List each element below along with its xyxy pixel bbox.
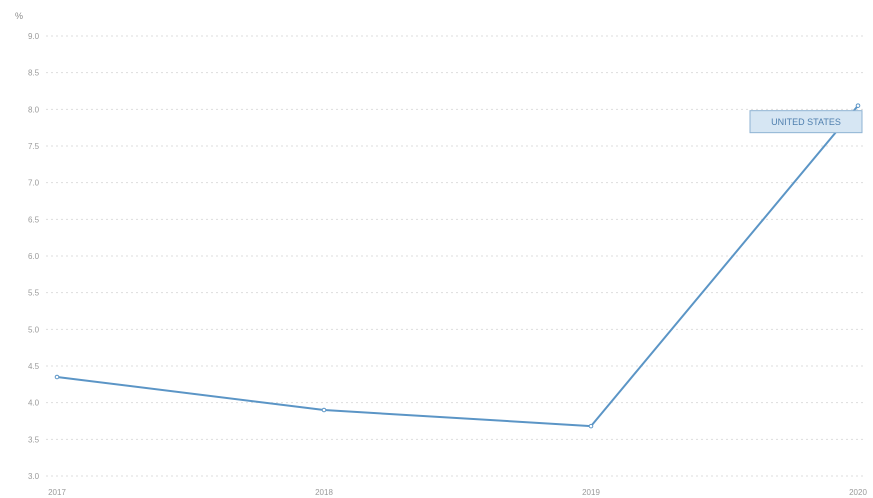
series-label: UNITED STATES (771, 117, 841, 127)
series-line (56, 104, 859, 428)
y-tick-label: 8.0 (28, 105, 40, 114)
y-tick-label: 4.5 (28, 362, 40, 371)
series-points (54, 103, 861, 429)
y-tick-label: 3.0 (28, 472, 40, 481)
data-point[interactable] (588, 423, 594, 429)
y-tick-label: 8.5 (28, 69, 40, 78)
series-end-label: UNITED STATES (749, 110, 863, 134)
x-tick-label: 2017 (48, 488, 66, 497)
y-tick-label: 7.0 (28, 179, 40, 188)
y-tick-label: 7.5 (28, 142, 40, 151)
series-label-box (749, 110, 863, 134)
y-tick-label: 6.5 (28, 215, 40, 224)
y-unit-label: % (15, 11, 23, 21)
y-tick-label: 5.0 (28, 325, 40, 334)
data-point[interactable] (855, 103, 861, 108)
y-tick-label: 3.5 (28, 435, 40, 444)
y-tick-label: 9.0 (28, 32, 40, 41)
y-axis: 3.0 3.5 4.0 4.5 5.0 5.5 6.0 6.5 7.0 7.5 8.0 8.5 9.0 (28, 32, 40, 481)
data-point[interactable] (54, 374, 60, 380)
x-tick-label: 2018 (315, 488, 333, 497)
series-lines (56, 104, 859, 428)
y-tick-label: 4.0 (28, 399, 40, 408)
y-tick-label: 5.5 (28, 289, 40, 298)
x-tick-label: 2019 (582, 488, 600, 497)
x-tick-label: 2020 (849, 488, 867, 497)
x-axis: 2017 2018 2019 2020 (48, 488, 867, 497)
y-tick-label: 6.0 (28, 252, 40, 261)
grid-lines (46, 35, 866, 477)
data-point[interactable] (321, 407, 327, 413)
